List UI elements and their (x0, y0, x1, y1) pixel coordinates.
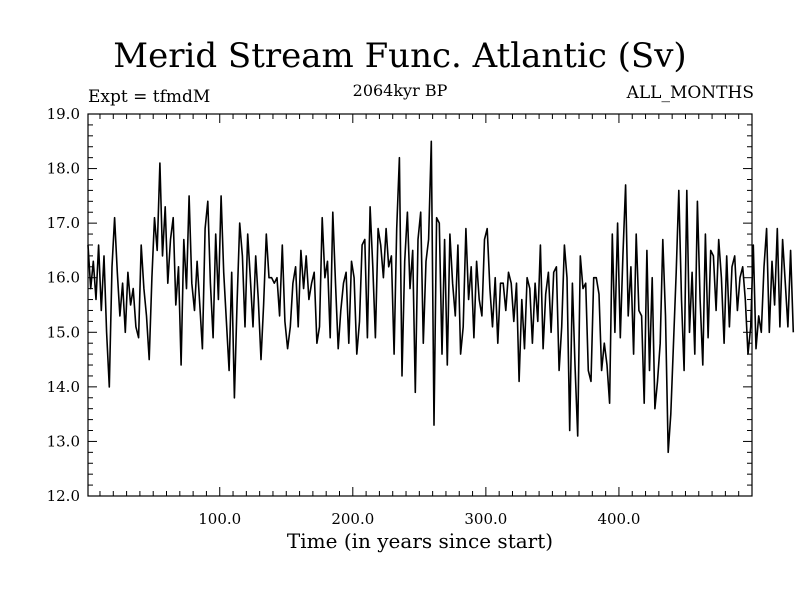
x-tick-label: 100.0 (198, 510, 241, 528)
axis-ticks (88, 113, 753, 497)
y-tick-label: 12.0 (47, 487, 80, 505)
y-tick-label: 19.0 (47, 105, 80, 123)
months-label: ALL_MONTHS (626, 83, 754, 103)
chart-title: Merid Stream Func. Atlantic (Sv) (113, 36, 687, 76)
x-tick-label: 200.0 (331, 510, 374, 528)
y-tick-label: 13.0 (47, 432, 80, 450)
x-tick-label: 300.0 (464, 510, 507, 528)
experiment-label: Expt = tfmdM (88, 87, 211, 107)
y-tick-label: 17.0 (47, 214, 80, 232)
y-tick-label: 18.0 (47, 160, 80, 178)
x-axis-title: Time (in years since start) (287, 529, 553, 553)
y-tick-label: 15.0 (47, 323, 80, 341)
x-tick-label: 400.0 (597, 510, 640, 528)
y-tick-label: 16.0 (47, 269, 80, 287)
series-line (87, 140, 795, 454)
axis-tick-labels: 12.0 13.0 14.0 15.0 16.0 17.0 18.0 19.0 100.0 200… (47, 105, 641, 528)
y-tick-label: 14.0 (47, 378, 80, 396)
chart-subtitle: 2064kyr BP (352, 81, 448, 100)
plot-area-frame (87, 113, 753, 497)
